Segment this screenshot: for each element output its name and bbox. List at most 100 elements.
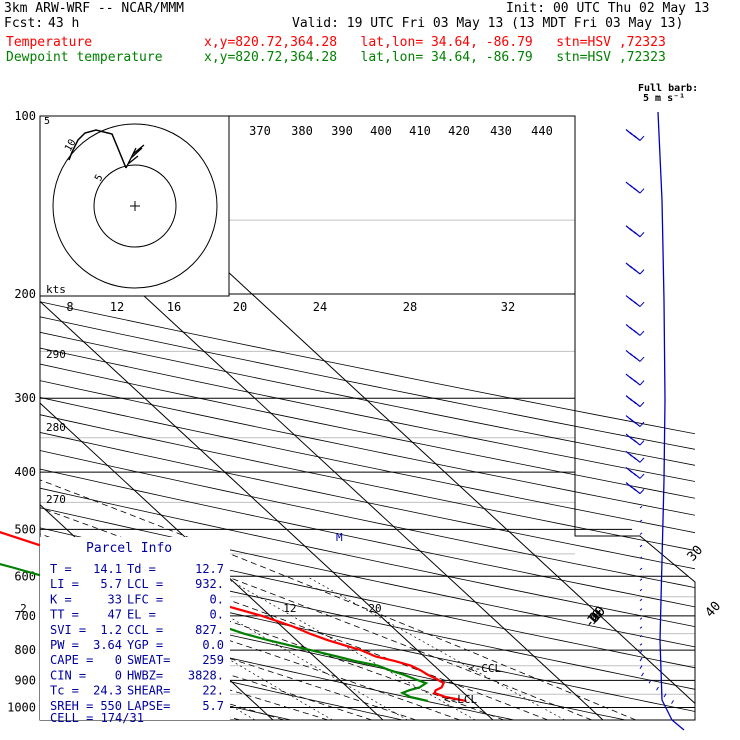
- parcel-row-label-a: Tc =: [50, 684, 79, 698]
- pressure-label-1000: 1000: [7, 700, 36, 714]
- wind-barb-flag: [625, 324, 633, 330]
- parcel-row-value-b: 22.: [202, 684, 224, 698]
- wind-barb-staff: [639, 380, 645, 386]
- parcel-row-value-a: 33: [108, 592, 122, 606]
- wind-barb-885: [641, 672, 644, 677]
- pressure-label-500: 500: [14, 522, 36, 536]
- isotherm-20: [40, 300, 494, 720]
- wind-barb-staff: [648, 679, 652, 684]
- pressure-label-800: 800: [14, 643, 36, 657]
- valid-time: Valid: 19 UTC Fri 03 May 13 (13 MDT Fri …: [292, 16, 684, 31]
- wind-barb-staff: [639, 608, 643, 611]
- m-marker: M: [336, 531, 343, 544]
- parcel-info-bg: [40, 537, 230, 720]
- wind-barb-staff: [639, 519, 643, 522]
- parcel-info-panel: Parcel Info T = 14.1 Td = 12.7 LI = 5.7 LCL = 93…: [40, 537, 230, 725]
- wind-barb-flag: [625, 225, 633, 232]
- parcel-row-value-a: 14.1: [93, 562, 122, 576]
- theta-label-380: 380: [291, 124, 313, 138]
- wind-barb-staff: [639, 488, 645, 494]
- speed-label-28: 28: [403, 300, 417, 314]
- wind-barb-985: [671, 700, 674, 704]
- dry-adiabat-340: [40, 507, 695, 648]
- parcel-row-value-b: 0.: [210, 608, 224, 622]
- wind-barb-960: [663, 693, 667, 698]
- pressure-label-400: 400: [14, 465, 36, 479]
- pressure-label-300: 300: [14, 391, 36, 405]
- dry-adiabat-360: [40, 468, 695, 608]
- parcel-row-value-b: 5.7: [202, 699, 224, 713]
- wind-barb-flag: [625, 262, 633, 269]
- wind-barb-785: [639, 643, 643, 646]
- dry-adiabat-430: [40, 347, 695, 482]
- parcel-row-label-a: K =: [50, 592, 72, 606]
- wind-barb-flag: [625, 415, 633, 422]
- temperature-legend: Temperature: [6, 35, 93, 50]
- parcel-row-label-b: LAPSE=: [127, 699, 170, 713]
- parcel-row-label-a: LI =: [50, 577, 79, 591]
- wind-barb-235: [625, 324, 645, 336]
- theta-label-370: 370: [249, 124, 271, 138]
- wind-barb-staff: [639, 643, 643, 646]
- wind-barb-staff: [639, 301, 645, 307]
- moist-adiabat-24: [40, 533, 548, 720]
- wind-barb-460: [639, 506, 643, 509]
- mixing-ratio-label-12: 12: [283, 602, 296, 615]
- parcel-row-value-b: 0.: [210, 592, 224, 606]
- isotherm-10: [40, 402, 384, 720]
- dewpoint-location: x,y=820.72,364.28 lat,lon= 34.64, -86.79…: [204, 50, 666, 65]
- mixing-ratio-label-20: 20: [368, 602, 381, 615]
- wind-barb-flag: [625, 482, 633, 489]
- wind-barb-staff: [639, 457, 645, 463]
- moist-adiabat-8: [40, 618, 372, 720]
- wind-barb-flag: [625, 181, 633, 188]
- forecast-label: Fcst:: [4, 16, 44, 31]
- wind-barb-staff: [656, 686, 659, 691]
- wind-barb-660: [639, 598, 643, 602]
- dry-adiabat-460: [40, 301, 695, 435]
- wind-staff-trace: [657, 111, 685, 731]
- theta-label-440: 440: [531, 124, 553, 138]
- wind-barb-staff: [639, 556, 643, 559]
- moist-adiabat-28: [40, 507, 592, 720]
- wind-barb-staff: [639, 269, 645, 275]
- parcel-row-label-a: CAPE =: [50, 653, 93, 667]
- speed-label-16: 16: [167, 300, 181, 314]
- wind-barb-flag: [625, 295, 633, 302]
- wind-barb-flag: [625, 433, 633, 440]
- wind-barb-435: [625, 482, 645, 495]
- init-time: Init: 00 UTC Thu 02 May 13: [506, 1, 710, 16]
- wind-barb-staff: [639, 588, 643, 592]
- wind-barb-staff: [639, 421, 645, 427]
- parcel-info-title: Parcel Info: [86, 541, 172, 556]
- moist-adiabat-32: [40, 479, 636, 720]
- wind-barb-685: [639, 608, 643, 611]
- wind-barb-staff: [639, 188, 645, 194]
- wind-barb-flag: [625, 450, 633, 457]
- wind-barb-860: [639, 665, 643, 669]
- parcel-cell: CELL = 174/31: [50, 711, 144, 725]
- wind-barb-flag: [625, 395, 633, 402]
- hodograph-barb: [125, 144, 145, 169]
- wind-barb-510: [639, 532, 643, 535]
- wind-barb-610: [639, 578, 643, 581]
- dry-adiabat-label-290: 290: [46, 348, 66, 361]
- pressure-label-900: 900: [14, 673, 36, 687]
- temperature-location: x,y=820.72,364.28 lat,lon= 34.64, -86.79…: [204, 35, 666, 50]
- lcl-marker: <-LCL: [444, 693, 477, 706]
- wind-barbs: [625, 111, 685, 731]
- wind-barb-210: [625, 295, 645, 308]
- wind-barb-staff: [639, 401, 645, 407]
- hodograph-ring-0: [93, 164, 177, 248]
- dry-adiabat-300: [40, 591, 626, 720]
- parcel-row-label-b: YGP =: [127, 638, 163, 652]
- wind-barb-flag: [625, 349, 633, 356]
- wind-barb-935: [656, 686, 659, 691]
- parcel-row-value-b: 12.7: [195, 562, 224, 576]
- ccl-marker: <-CCL: [468, 662, 501, 675]
- speed-label-32: 32: [501, 300, 515, 314]
- hodograph-unit: kts: [46, 283, 66, 296]
- parcel-row-value-b: 932.: [195, 577, 224, 591]
- speed-label-24: 24: [313, 300, 327, 314]
